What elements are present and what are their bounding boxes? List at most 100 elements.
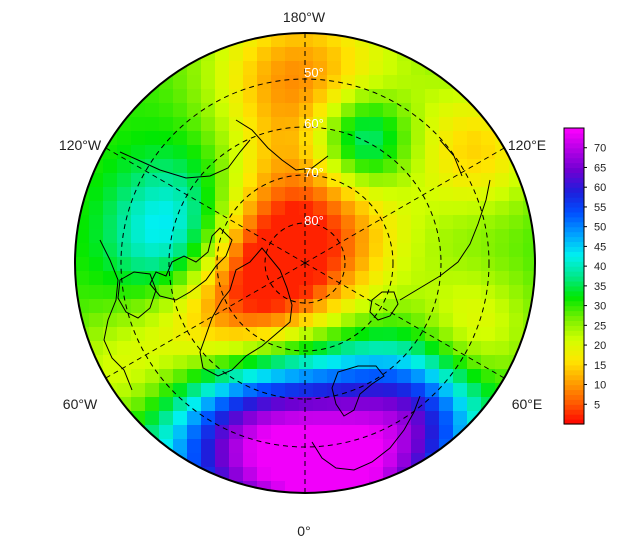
heatmap-cell: [313, 285, 328, 300]
heatmap-cell: [327, 481, 342, 493]
heatmap-cell: [327, 285, 342, 300]
alaska-coast: [235, 119, 329, 171]
heatmap-cell: [355, 285, 370, 300]
colorbar-tick-label: 65: [594, 162, 606, 174]
heatmap-cell: [285, 257, 300, 272]
latitude-circle: [264, 222, 346, 304]
heatmap-cell: [467, 229, 482, 244]
heatmap-cell: [299, 299, 314, 314]
colorbar-tick-label: 20: [594, 340, 606, 352]
heatmap-cell: [145, 131, 160, 146]
heatmap-cell: [355, 411, 370, 426]
heatmap-cell: [341, 47, 356, 62]
heatmap-cell: [439, 229, 454, 244]
heatmap-cell: [187, 285, 202, 300]
heatmap-cell: [453, 117, 468, 132]
colorbar-band: [564, 310, 584, 317]
heatmap-cell: [285, 285, 300, 300]
heatmap-cell: [257, 425, 272, 440]
lon-label-180w: 180°W: [283, 9, 326, 25]
heatmap-cell: [75, 341, 90, 356]
heatmap-cell: [439, 341, 454, 356]
heatmap-cell: [299, 159, 314, 174]
heatmap-cell: [453, 215, 468, 230]
heatmap-cell: [159, 313, 174, 328]
heatmap-cell: [481, 229, 496, 244]
heatmap-cell: [215, 327, 230, 342]
heatmap-cell: [131, 201, 146, 216]
heatmap-cell: [215, 145, 230, 160]
heatmap-cell: [257, 75, 272, 90]
heatmap-cell: [383, 397, 398, 412]
heatmap-cell: [327, 467, 342, 482]
heatmap-cell: [117, 229, 132, 244]
heatmap-cell: [173, 131, 188, 146]
heatmap-cell: [173, 257, 188, 272]
heatmap-cell: [481, 271, 496, 286]
heatmap-cell: [327, 103, 342, 118]
heatmap-cell: [453, 187, 468, 202]
colorbar-band: [564, 335, 584, 341]
heatmap-cell: [313, 33, 328, 48]
heatmap-cell: [397, 271, 412, 286]
heatmap-cell: [327, 145, 342, 160]
colorbar-bands: [564, 128, 584, 425]
heatmap-cell: [327, 257, 342, 272]
colorbar-band: [564, 266, 584, 272]
heatmap-cell: [271, 131, 286, 146]
heatmap-cell: [229, 355, 244, 370]
heatmap-cell: [299, 187, 314, 202]
heatmap-cell: [383, 341, 398, 356]
heatmap-cell: [369, 285, 384, 300]
heatmap-cell: [103, 159, 118, 174]
heatmap-cell: [411, 383, 426, 398]
heatmap-cell: [369, 397, 384, 412]
heatmap-cell: [145, 103, 160, 118]
heatmap-cell: [453, 341, 468, 356]
heatmap-cell: [397, 397, 412, 412]
heatmap-cell: [453, 173, 468, 188]
heatmap-cell: [453, 411, 468, 426]
heatmap-cell: [131, 243, 146, 258]
heatmap-cell: [299, 47, 314, 62]
heatmap-cell: [159, 327, 174, 342]
colorbar-tick-label: 15: [594, 360, 606, 372]
colorbar-band: [564, 300, 584, 307]
heatmap-cell: [201, 75, 216, 90]
colorbar-frame: [563, 127, 585, 425]
heatmap-cell: [103, 313, 118, 328]
colorbar-band: [564, 157, 584, 164]
heatmap-cell: [159, 453, 174, 468]
heatmap-cell: [467, 201, 482, 216]
heatmap-cell: [341, 131, 356, 146]
heatmap-cell: [411, 439, 426, 454]
heatmap-cell: [243, 75, 258, 90]
heatmap-cell: [327, 355, 342, 370]
heatmap-cell: [341, 75, 356, 90]
colorbar-band: [564, 389, 584, 395]
colorbar-band: [564, 137, 584, 144]
heatmap-cell: [285, 355, 300, 370]
heatmap-cell: [523, 285, 535, 300]
heatmap-cell: [257, 383, 272, 398]
heatmap-cell: [187, 229, 202, 244]
heatmap-cell: [131, 411, 146, 426]
heatmap-cell: [159, 173, 174, 188]
heatmap-cell: [201, 131, 216, 146]
canadian-archipelago-coast: [149, 227, 233, 301]
heatmap-cell: [341, 173, 356, 188]
heatmap-cell: [299, 341, 314, 356]
heatmap-cell: [355, 75, 370, 90]
heatmap-cell: [355, 453, 370, 468]
heatmap-cell: [397, 75, 412, 90]
heatmap-cell: [299, 285, 314, 300]
heatmap-cell: [215, 75, 230, 90]
north-america-coast: [99, 139, 251, 391]
heatmap-cell: [173, 243, 188, 258]
heatmap-cell: [425, 201, 440, 216]
heatmap-cell: [117, 341, 132, 356]
heatmap-cell: [355, 229, 370, 244]
heatmap-cell: [327, 411, 342, 426]
heatmap-cell: [369, 439, 384, 454]
heatmap-cell: [523, 313, 535, 328]
